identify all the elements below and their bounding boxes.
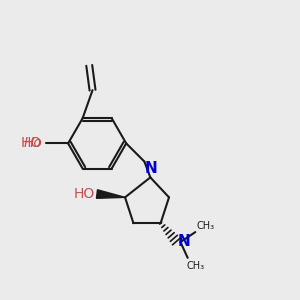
Text: CH₃: CH₃ [196,221,214,231]
Text: HO: HO [21,136,42,150]
Text: Ho: Ho [23,136,42,150]
Text: HO: HO [74,187,95,201]
Text: CH₃: CH₃ [186,260,204,271]
Text: N: N [145,161,158,176]
Polygon shape [97,190,125,198]
Text: N: N [178,234,190,249]
